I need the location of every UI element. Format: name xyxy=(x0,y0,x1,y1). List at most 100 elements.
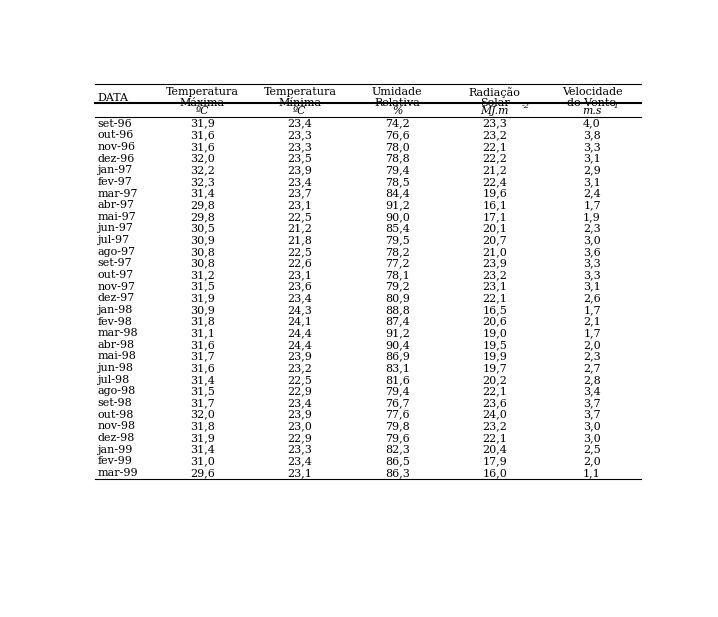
Text: 2,4: 2,4 xyxy=(583,189,601,199)
Text: 22,4: 22,4 xyxy=(482,177,507,187)
Text: 86,5: 86,5 xyxy=(385,456,410,466)
Text: 23,9: 23,9 xyxy=(287,352,312,362)
Text: 31,5: 31,5 xyxy=(190,386,215,396)
Text: 23,4: 23,4 xyxy=(287,293,312,304)
Text: ago-98: ago-98 xyxy=(98,386,136,396)
Text: mar-98: mar-98 xyxy=(98,328,138,338)
Text: 2,5: 2,5 xyxy=(583,445,601,455)
Text: 31,9: 31,9 xyxy=(190,293,215,304)
Text: out-98: out-98 xyxy=(98,410,134,420)
Text: 32,0: 32,0 xyxy=(190,410,215,420)
Text: 30,9: 30,9 xyxy=(190,235,215,245)
Text: 31,5: 31,5 xyxy=(190,281,215,292)
Text: 86,9: 86,9 xyxy=(385,352,410,362)
Text: 31,6: 31,6 xyxy=(190,130,215,140)
Text: 79,5: 79,5 xyxy=(385,235,409,245)
Text: %: % xyxy=(392,106,402,116)
Text: 19,0: 19,0 xyxy=(482,328,507,338)
Text: 2,7: 2,7 xyxy=(583,363,601,373)
Text: 21,0: 21,0 xyxy=(482,247,507,257)
Text: Relativa: Relativa xyxy=(374,97,420,108)
Text: 22,5: 22,5 xyxy=(287,247,312,257)
Text: ago-97: ago-97 xyxy=(98,247,136,257)
Text: 31,1: 31,1 xyxy=(190,328,215,338)
Text: jan-97: jan-97 xyxy=(98,165,133,175)
Text: 30,5: 30,5 xyxy=(190,223,215,233)
Text: 22,1: 22,1 xyxy=(482,142,507,152)
Text: 90,4: 90,4 xyxy=(385,340,410,350)
Text: 19,7: 19,7 xyxy=(482,363,507,373)
Text: 23,9: 23,9 xyxy=(287,410,312,420)
Text: Temperatura: Temperatura xyxy=(166,88,239,97)
Text: 19,6: 19,6 xyxy=(482,189,507,199)
Text: 78,1: 78,1 xyxy=(385,270,409,280)
Text: 1,7: 1,7 xyxy=(583,328,601,338)
Text: 23,6: 23,6 xyxy=(482,398,507,408)
Text: 23,4: 23,4 xyxy=(287,177,312,187)
Text: 20,4: 20,4 xyxy=(482,445,507,455)
Text: set-97: set-97 xyxy=(98,259,132,268)
Text: jun-97: jun-97 xyxy=(98,223,134,233)
Text: 2,0: 2,0 xyxy=(583,340,601,350)
Text: 19,5: 19,5 xyxy=(482,340,507,350)
Text: 16,1: 16,1 xyxy=(482,200,507,210)
Text: 90,0: 90,0 xyxy=(385,212,410,222)
Text: 1,7: 1,7 xyxy=(583,305,601,315)
Text: 84,4: 84,4 xyxy=(385,189,410,199)
Text: dez-96: dez-96 xyxy=(98,154,135,164)
Text: 79,4: 79,4 xyxy=(385,165,409,175)
Text: mai-97: mai-97 xyxy=(98,212,136,222)
Text: 2,6: 2,6 xyxy=(583,293,601,304)
Text: jul-98: jul-98 xyxy=(98,375,130,385)
Text: 31,4: 31,4 xyxy=(190,189,215,199)
Text: mar-99: mar-99 xyxy=(98,468,138,478)
Text: 31,6: 31,6 xyxy=(190,363,215,373)
Text: set-96: set-96 xyxy=(98,118,132,129)
Text: nov-98: nov-98 xyxy=(98,421,136,431)
Text: 21,8: 21,8 xyxy=(287,235,312,245)
Text: 23,1: 23,1 xyxy=(287,468,312,478)
Text: 3,1: 3,1 xyxy=(583,154,601,164)
Text: 20,1: 20,1 xyxy=(482,223,507,233)
Text: 32,3: 32,3 xyxy=(190,177,215,187)
Text: 78,5: 78,5 xyxy=(385,177,409,187)
Text: 22,2: 22,2 xyxy=(482,154,507,164)
Text: 2,8: 2,8 xyxy=(583,375,601,385)
Text: 80,9: 80,9 xyxy=(385,293,410,304)
Text: 1,7: 1,7 xyxy=(583,200,601,210)
Text: Máxima: Máxima xyxy=(180,97,225,108)
Text: 91,2: 91,2 xyxy=(385,200,410,210)
Text: 3,4: 3,4 xyxy=(583,386,601,396)
Text: 23,7: 23,7 xyxy=(287,189,312,199)
Text: 79,4: 79,4 xyxy=(385,386,409,396)
Text: 23,1: 23,1 xyxy=(482,281,507,292)
Text: 19,9: 19,9 xyxy=(482,352,507,362)
Text: mar-97: mar-97 xyxy=(98,189,138,199)
Text: 23,4: 23,4 xyxy=(287,398,312,408)
Text: jul-97: jul-97 xyxy=(98,235,130,245)
Text: 3,1: 3,1 xyxy=(583,177,601,187)
Text: 3,0: 3,0 xyxy=(583,433,601,443)
Text: 22,5: 22,5 xyxy=(287,212,312,222)
Text: dez-97: dez-97 xyxy=(98,293,135,304)
Text: 76,6: 76,6 xyxy=(385,130,409,140)
Text: 29,8: 29,8 xyxy=(190,200,215,210)
Text: ºC: ºC xyxy=(196,106,209,116)
Text: 3,8: 3,8 xyxy=(583,130,601,140)
Text: 74,2: 74,2 xyxy=(385,118,409,129)
Text: 20,6: 20,6 xyxy=(482,317,507,326)
Text: 22,1: 22,1 xyxy=(482,433,507,443)
Text: 79,8: 79,8 xyxy=(385,421,409,431)
Text: 83,1: 83,1 xyxy=(385,363,410,373)
Text: 3,7: 3,7 xyxy=(583,410,601,420)
Text: 3,6: 3,6 xyxy=(583,247,601,257)
Text: 22,5: 22,5 xyxy=(287,375,312,385)
Text: 22,9: 22,9 xyxy=(287,433,312,443)
Text: Temperatura: Temperatura xyxy=(264,88,337,97)
Text: 20,7: 20,7 xyxy=(482,235,507,245)
Text: 2,9: 2,9 xyxy=(583,165,601,175)
Text: Velocidade: Velocidade xyxy=(561,88,623,97)
Text: 4,0: 4,0 xyxy=(583,118,601,129)
Text: 85,4: 85,4 xyxy=(385,223,410,233)
Text: 31,4: 31,4 xyxy=(190,375,215,385)
